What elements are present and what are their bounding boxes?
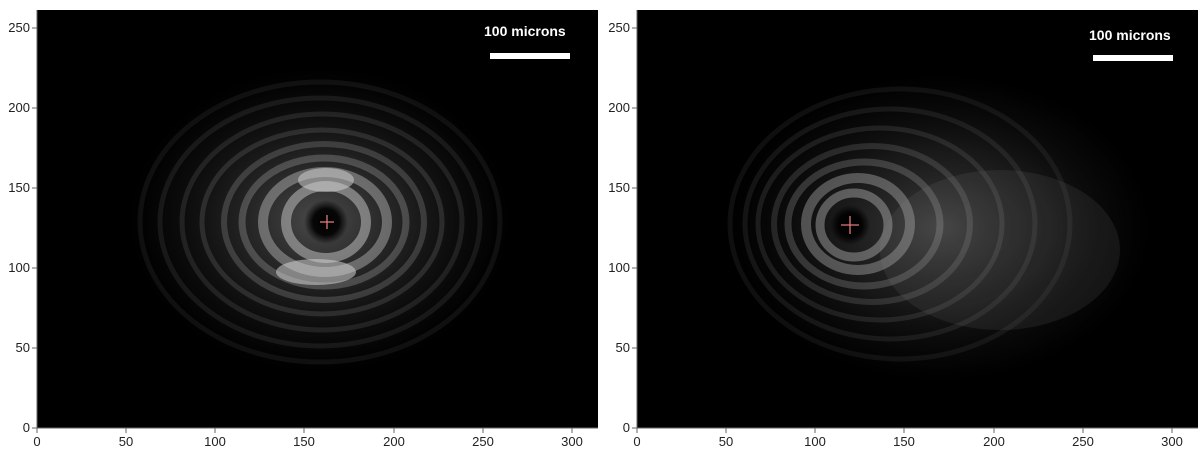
left-y-tick-label: 150: [8, 180, 30, 195]
left-x-tick-label: 300: [561, 434, 583, 449]
left-x-tick-label: 0: [33, 434, 40, 449]
right-x-tick-label: 250: [1072, 434, 1094, 449]
left-x-ticks: 0 50 100 150 200 250 300: [33, 428, 583, 449]
left-y-tick-label: 250: [8, 20, 30, 35]
right-scale-bar-line: [1093, 55, 1173, 61]
right-scale-bar-label: 100 microns: [1089, 27, 1171, 43]
left-y-tick-label: 200: [8, 100, 30, 115]
left-scale-bar-line: [490, 53, 570, 59]
right-y-ticks: 0 50 100 150 200 250: [608, 20, 637, 435]
left-beam-profile-plot: 100 microns 0 50 100 150 200 250 300: [8, 10, 598, 449]
left-x-tick-label: 200: [383, 434, 405, 449]
left-x-tick-label: 50: [119, 434, 133, 449]
left-center-marker: [320, 215, 334, 229]
right-y-tick-label: 0: [623, 420, 630, 435]
left-scale-bar-label: 100 microns: [484, 23, 566, 39]
right-image-panel: 100 microns 0 50 100 150 200 250 300: [600, 0, 1200, 449]
left-x-tick-label: 250: [472, 434, 494, 449]
right-x-ticks: 0 50 100 150 200 250 300: [633, 428, 1183, 449]
right-x-tick-label: 150: [893, 434, 915, 449]
right-x-tick-label: 50: [719, 434, 733, 449]
right-x-tick-label: 300: [1161, 434, 1183, 449]
left-y-tick-label: 50: [16, 340, 30, 355]
left-x-tick-label: 150: [293, 434, 315, 449]
left-y-tick-label: 0: [23, 420, 30, 435]
right-y-tick-label: 100: [608, 260, 630, 275]
right-scale-bar: 100 microns: [1089, 27, 1173, 61]
left-x-tick-label: 100: [204, 434, 226, 449]
right-y-tick-label: 50: [616, 340, 630, 355]
right-y-tick-label: 150: [608, 180, 630, 195]
left-y-tick-label: 100: [8, 260, 30, 275]
left-image-panel: 100 microns 0 50 100 150 200 250 300: [8, 10, 598, 449]
left-y-ticks: 0 50 100 150 200 250: [8, 20, 37, 435]
right-x-tick-label: 200: [983, 434, 1005, 449]
right-x-tick-label: 0: [633, 434, 640, 449]
right-beam-profile-plot: 100 microns 0 50 100 150 200 250 300: [608, 10, 1198, 449]
right-y-tick-label: 250: [608, 20, 630, 35]
right-x-tick-label: 100: [804, 434, 826, 449]
left-beam-pattern: [120, 60, 520, 380]
right-beam-pattern: [720, 68, 1160, 388]
left-scale-bar: 100 microns: [484, 23, 570, 59]
right-y-tick-label: 200: [608, 100, 630, 115]
right-center-marker: [841, 216, 859, 234]
